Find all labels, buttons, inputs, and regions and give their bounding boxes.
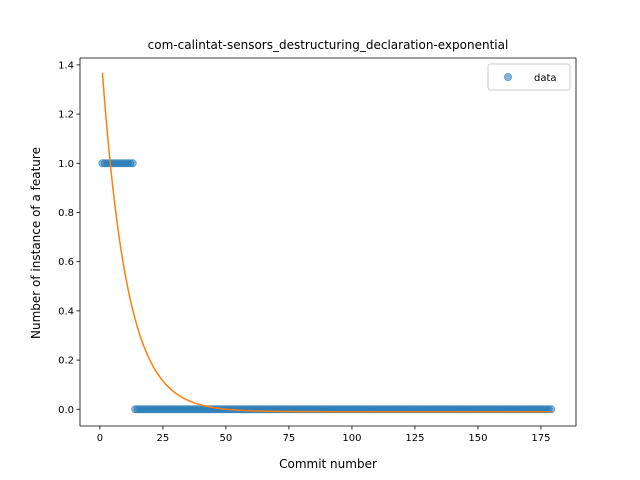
y-tick-label: 0.2 [58,356,74,367]
y-tick-label: 1.0 [58,159,74,170]
x-tick-label: 125 [405,433,424,444]
y-tick-label: 0.4 [58,306,74,317]
data-point [128,159,137,168]
y-tick-label: 0.8 [58,208,74,219]
chart-title: com-calintat-sensors_destructuring_decla… [148,38,509,52]
fit-curve-line [101,72,552,413]
y-tick-label: 1.2 [58,110,74,121]
plot-area [80,58,576,426]
x-tick-label: 0 [97,433,103,444]
x-tick-label: 150 [468,433,487,444]
y-axis-label: Number of instance of a feature [29,147,43,339]
legend-label: data [534,73,557,84]
legend-box [487,63,571,91]
y-tick-label: 1.4 [58,60,74,71]
y-tick-label: 0.6 [58,257,74,268]
x-tick-label: 75 [283,433,296,444]
x-tick-label: 50 [220,433,233,444]
x-tick-label: 175 [531,433,550,444]
y-tick-label: 0.0 [58,405,74,416]
x-tick-label: 25 [157,433,170,444]
x-tick-label: 100 [342,433,361,444]
x-axis-label: Commit number [279,457,377,471]
legend-marker [503,73,512,82]
